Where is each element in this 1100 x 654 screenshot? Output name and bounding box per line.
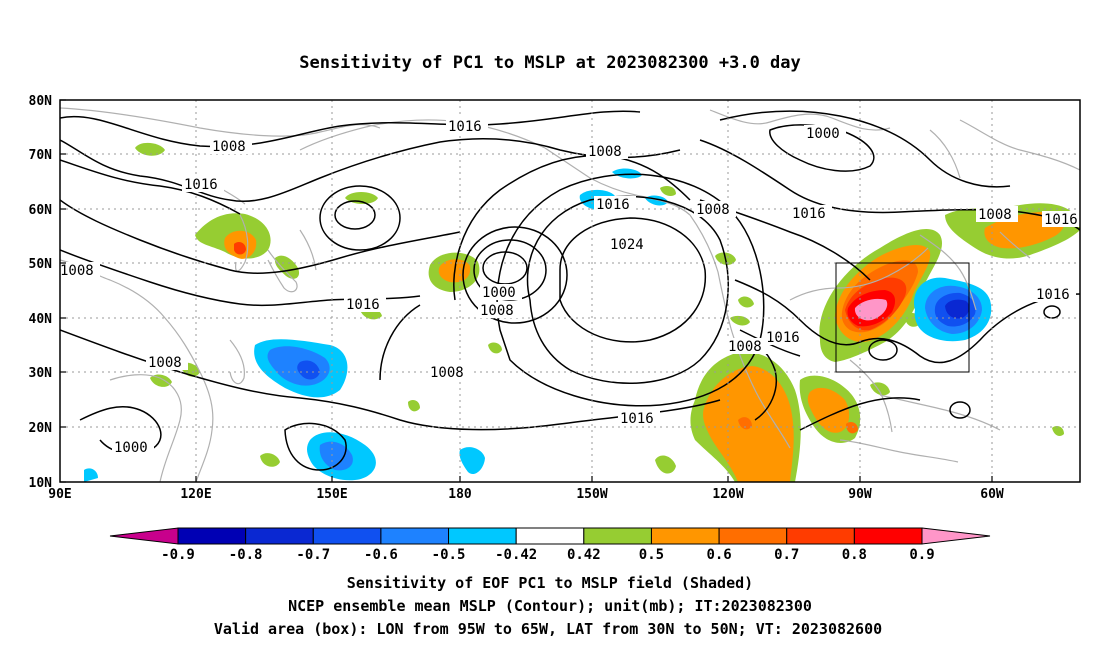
shade-patch [297, 360, 320, 380]
figure-title: Sensitivity of PC1 to MSLP at 2023082300… [299, 53, 801, 73]
colorbar-tick-label: 0.8 [842, 547, 867, 563]
contour-label: 1008 [696, 202, 730, 218]
colorbar-overflow-triangle [921, 527, 991, 545]
lat-label: 20N [29, 421, 53, 436]
shade-patch [945, 299, 970, 319]
lat-label: 70N [29, 148, 53, 163]
contour-label: 1000 [482, 285, 516, 301]
lat-label: 80N [29, 94, 53, 109]
contour-label: 1008 [212, 139, 246, 155]
contour-label: 1008 [430, 365, 464, 381]
shade-patch [135, 142, 165, 156]
colorbar-tick-label: 0.5 [639, 547, 664, 563]
tick-marks [60, 99, 993, 483]
lat-label: 50N [29, 257, 53, 272]
shade-patch [274, 255, 300, 279]
contour-label: 1016 [620, 411, 654, 427]
lon-label: 90E [48, 487, 71, 502]
shade-patch [854, 298, 888, 321]
lon-label: 60W [980, 487, 1004, 502]
lon-label: 180 [448, 487, 472, 502]
shade-patch [655, 455, 676, 474]
contour-label: 1016 [346, 297, 380, 313]
colorbar-swatch [448, 527, 517, 545]
lon-label: 120E [180, 487, 211, 502]
colorbar-swatch [515, 527, 585, 545]
colorbar-swatch [718, 527, 788, 545]
contour-label: 1008 [148, 355, 182, 371]
contour-label: 1024 [610, 237, 644, 253]
colorbar-tick-label: -0.6 [364, 547, 398, 563]
colorbar: -0.9 -0.8 -0.7 -0.6 -0.5 -0.42 0.42 0.5 0.6 0.7 0.… [109, 527, 991, 563]
shade-patch [738, 417, 752, 430]
colorbar-swatch [853, 527, 923, 545]
colorbar-tick-label: -0.9 [161, 547, 195, 563]
shade-patch [738, 296, 754, 308]
lat-label: 40N [29, 312, 53, 327]
coastlines [60, 107, 1080, 482]
colorbar-swatch [380, 527, 450, 545]
colorbar-tick-label: -0.8 [229, 547, 263, 563]
colorbar-tick-label: 0.9 [909, 547, 934, 563]
colorbar-tick-label: -0.42 [495, 547, 537, 563]
contour-label: 1016 [596, 197, 630, 213]
shade-patch [408, 400, 420, 412]
shade-patch [1052, 426, 1064, 436]
contour-label: 1008 [480, 303, 514, 319]
shade-patch [319, 441, 353, 471]
colorbar-swatch [245, 527, 314, 545]
shade-patch [846, 422, 858, 434]
colorbar-tick-label: 0.42 [567, 547, 601, 563]
colorbar-underflow-triangle [109, 527, 179, 545]
caption-line-2: NCEP ensemble mean MSLP (Contour); unit(… [288, 597, 812, 615]
contour-label: 1008 [60, 263, 94, 279]
shade-patch [260, 453, 280, 467]
contour-label: 1016 [766, 330, 800, 346]
contour-label: 1016 [184, 177, 218, 193]
map-frame [59, 99, 1081, 483]
contour-label: 1008 [728, 339, 762, 355]
lon-label: 90W [848, 487, 872, 502]
colorbar-swatch [583, 527, 652, 545]
colorbar-tick-label: -0.5 [432, 547, 466, 563]
longitude-labels: 90E 120E 150E 180 150W 120W 90W 60W [48, 487, 1004, 502]
contour-label: 1016 [1044, 212, 1078, 228]
lon-label: 150W [576, 487, 607, 502]
lon-label: 150E [316, 487, 347, 502]
colorbar-swatch [650, 527, 720, 545]
contour-label: 1000 [806, 126, 840, 142]
contour-label: 1016 [792, 206, 826, 222]
map-panel: 1016 1008 1000 1008 1016 1008 1016 1024 … [29, 94, 1081, 502]
colorbar-swatch [786, 527, 855, 545]
contour-label: 1000 [114, 440, 148, 456]
contour-labels: 1016 1008 1000 1008 1016 1008 1016 1024 … [60, 118, 1080, 456]
colorbar-swatch [177, 527, 247, 545]
caption-line-1: Sensitivity of EOF PC1 to MSLP field (Sh… [347, 574, 753, 592]
contour-label: 1008 [978, 207, 1012, 223]
colorbar-tick-label: -0.7 [296, 547, 330, 563]
lon-label: 120W [712, 487, 743, 502]
caption: Sensitivity of EOF PC1 to MSLP field (Sh… [214, 574, 882, 638]
shade-patch [84, 468, 98, 482]
latitude-labels: 80N 70N 60N 50N 40N 30N 20N 10N [29, 94, 53, 491]
shade-patch [660, 186, 676, 196]
shade-patch [150, 374, 172, 387]
lat-label: 10N [29, 476, 53, 491]
shade-patch [459, 447, 485, 475]
colorbar-tick-label: 0.6 [706, 547, 731, 563]
lat-label: 30N [29, 366, 53, 381]
valid-area-box [835, 262, 970, 373]
contour-label: 1016 [448, 119, 482, 135]
shade-patch [612, 168, 642, 179]
contour-label: 1008 [588, 144, 622, 160]
shade-patch [234, 242, 246, 255]
caption-line-3: Valid area (box): LON from 95W to 65W, L… [214, 620, 882, 638]
lat-label: 60N [29, 203, 53, 218]
shade-patch [488, 342, 502, 354]
colorbar-tick-label: 0.7 [774, 547, 799, 563]
colorbar-swatch [312, 527, 382, 545]
contour-label: 1016 [1036, 287, 1070, 303]
